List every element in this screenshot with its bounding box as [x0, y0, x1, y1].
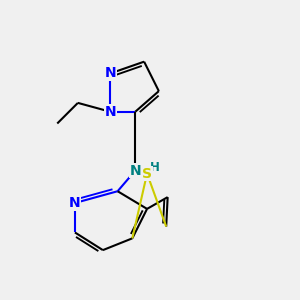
Text: S: S — [142, 167, 152, 181]
Text: N: N — [69, 196, 81, 210]
Text: N: N — [104, 105, 116, 119]
Text: N: N — [104, 66, 116, 80]
Text: N: N — [130, 164, 141, 178]
Text: H: H — [149, 161, 159, 174]
